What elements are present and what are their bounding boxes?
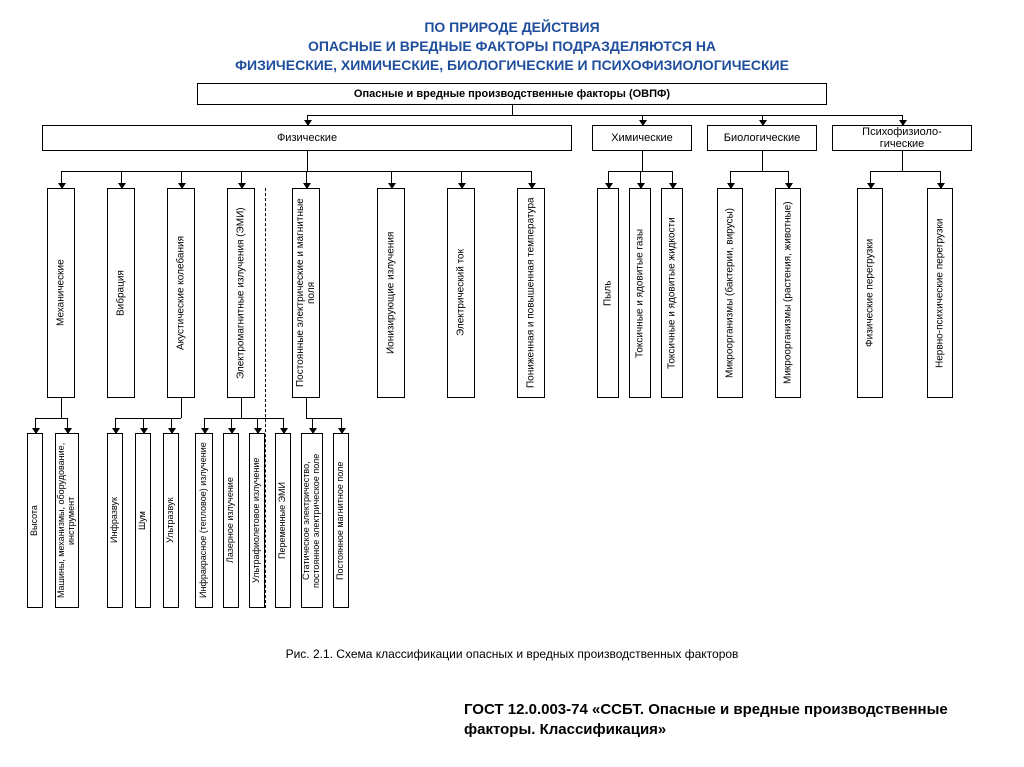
level3-box-4: Ультразвук: [163, 433, 179, 608]
connector-arrow: [608, 171, 609, 188]
level3-box-2: Инфразвук: [107, 433, 123, 608]
level2-box-8: Пыль: [597, 188, 619, 398]
connector-line: [870, 171, 940, 172]
connector-line: [204, 418, 283, 419]
page-title: ПО ПРИРОДЕ ДЕЙСТВИЯ ОПАСНЫЕ И ВРЕДНЫЕ ФА…: [0, 0, 1024, 83]
connector-line: [730, 171, 788, 172]
connector-arrow: [531, 171, 532, 188]
connector-line: [642, 151, 643, 171]
title-line-2: ОПАСНЫЕ И ВРЕДНЫЕ ФАКТОРЫ ПОДРАЗДЕЛЯЮТСЯ…: [40, 37, 984, 56]
level2-box-2: Акустические колебания: [167, 188, 195, 398]
connector-arrow: [241, 171, 242, 188]
connector-arrow: [231, 418, 232, 433]
connector-arrow: [143, 418, 144, 433]
connector-line: [35, 418, 67, 419]
connector-arrow: [257, 418, 258, 433]
level2-box-12: Микроорганизмы (растения, животные): [775, 188, 801, 398]
level2-box-4: Постоянные электрические и магнитные пол…: [292, 188, 320, 398]
level2-box-5: Ионизирующие излучения: [377, 188, 405, 398]
connector-arrow: [870, 171, 871, 188]
classification-diagram: Опасные и вредные производственные факто…: [17, 83, 1007, 643]
connector-arrow: [312, 418, 313, 433]
connector-line: [306, 398, 307, 418]
level3-box-3: Шум: [135, 433, 151, 608]
connector-arrow: [283, 418, 284, 433]
connector-arrow: [902, 115, 903, 125]
connector-arrow: [461, 171, 462, 188]
level2-box-11: Микроорганизмы (бактерии, вирусы): [717, 188, 743, 398]
level2-box-0: Механические: [47, 188, 75, 398]
connector-arrow: [391, 171, 392, 188]
category-box-3: Психофизиоло- гические: [832, 125, 972, 151]
category-box-2: Биологические: [707, 125, 817, 151]
level2-box-10: Токсичные и ядовитые жидкости: [661, 188, 683, 398]
level3-box-0: Высота: [27, 433, 43, 608]
connector-line: [307, 151, 308, 171]
level3-box-6: Лазерное излучение: [223, 433, 239, 608]
connector-arrow: [35, 418, 36, 433]
connector-arrow: [181, 171, 182, 188]
connector-arrow: [341, 418, 342, 433]
title-line-3: ФИЗИЧЕСКИЕ, ХИМИЧЕСКИЕ, БИОЛОГИЧЕСКИЕ И …: [40, 56, 984, 75]
level2-box-9: Токсичные и ядовитые газы: [629, 188, 651, 398]
level3-box-10: Постоянное магнитное поле: [333, 433, 349, 608]
level3-box-7: Ультрафиолетовое излучение: [249, 433, 265, 608]
level3-box-1: Машины, механизмы, оборудование, инструм…: [55, 433, 79, 608]
title-line-1: ПО ПРИРОДЕ ДЕЙСТВИЯ: [40, 18, 984, 37]
connector-line: [762, 151, 763, 171]
connector-arrow: [121, 171, 122, 188]
connector-line: [241, 398, 242, 418]
connector-arrow: [730, 171, 731, 188]
level2-box-3: Электромагнитные излучения (ЭМИ): [227, 188, 255, 398]
level2-box-13: Физические перегрузки: [857, 188, 883, 398]
root-box: Опасные и вредные производственные факто…: [197, 83, 827, 105]
connector-line: [61, 398, 62, 418]
connector-arrow: [940, 171, 941, 188]
level3-box-5: Инфракрасное (тепловое) излучение: [195, 433, 213, 608]
figure-caption: Рис. 2.1. Схема классификации опасных и …: [0, 647, 1024, 661]
connector-arrow: [115, 418, 116, 433]
connector-arrow: [788, 171, 789, 188]
connector-line: [512, 105, 513, 115]
connector-arrow: [642, 115, 643, 125]
level2-box-14: Нервно-психические перегрузки: [927, 188, 953, 398]
level2-box-6: Электрический ток: [447, 188, 475, 398]
connector-arrow: [204, 418, 205, 433]
connector-arrow: [67, 418, 68, 433]
category-box-1: Химические: [592, 125, 692, 151]
category-box-0: Физические: [42, 125, 572, 151]
connector-arrow: [61, 171, 62, 188]
gost-reference: ГОСТ 12.0.003-74 «ССБТ. Опасные и вредны…: [464, 700, 984, 739]
connector-arrow: [171, 418, 172, 433]
connector-arrow: [306, 171, 307, 188]
level3-box-8: Переменные ЭМИ: [275, 433, 291, 608]
connector-arrow: [672, 171, 673, 188]
level2-box-1: Вибрация: [107, 188, 135, 398]
connector-arrow: [762, 115, 763, 125]
connector-line: [307, 115, 902, 116]
connector-arrow: [307, 115, 308, 125]
connector-line: [902, 151, 903, 171]
dashed-separator: [265, 188, 266, 608]
level3-box-9: Статическое электричество, постоянное эл…: [301, 433, 323, 608]
connector-line: [181, 398, 182, 418]
connector-arrow: [640, 171, 641, 188]
level2-box-7: Пониженная и повышенная температура: [517, 188, 545, 398]
